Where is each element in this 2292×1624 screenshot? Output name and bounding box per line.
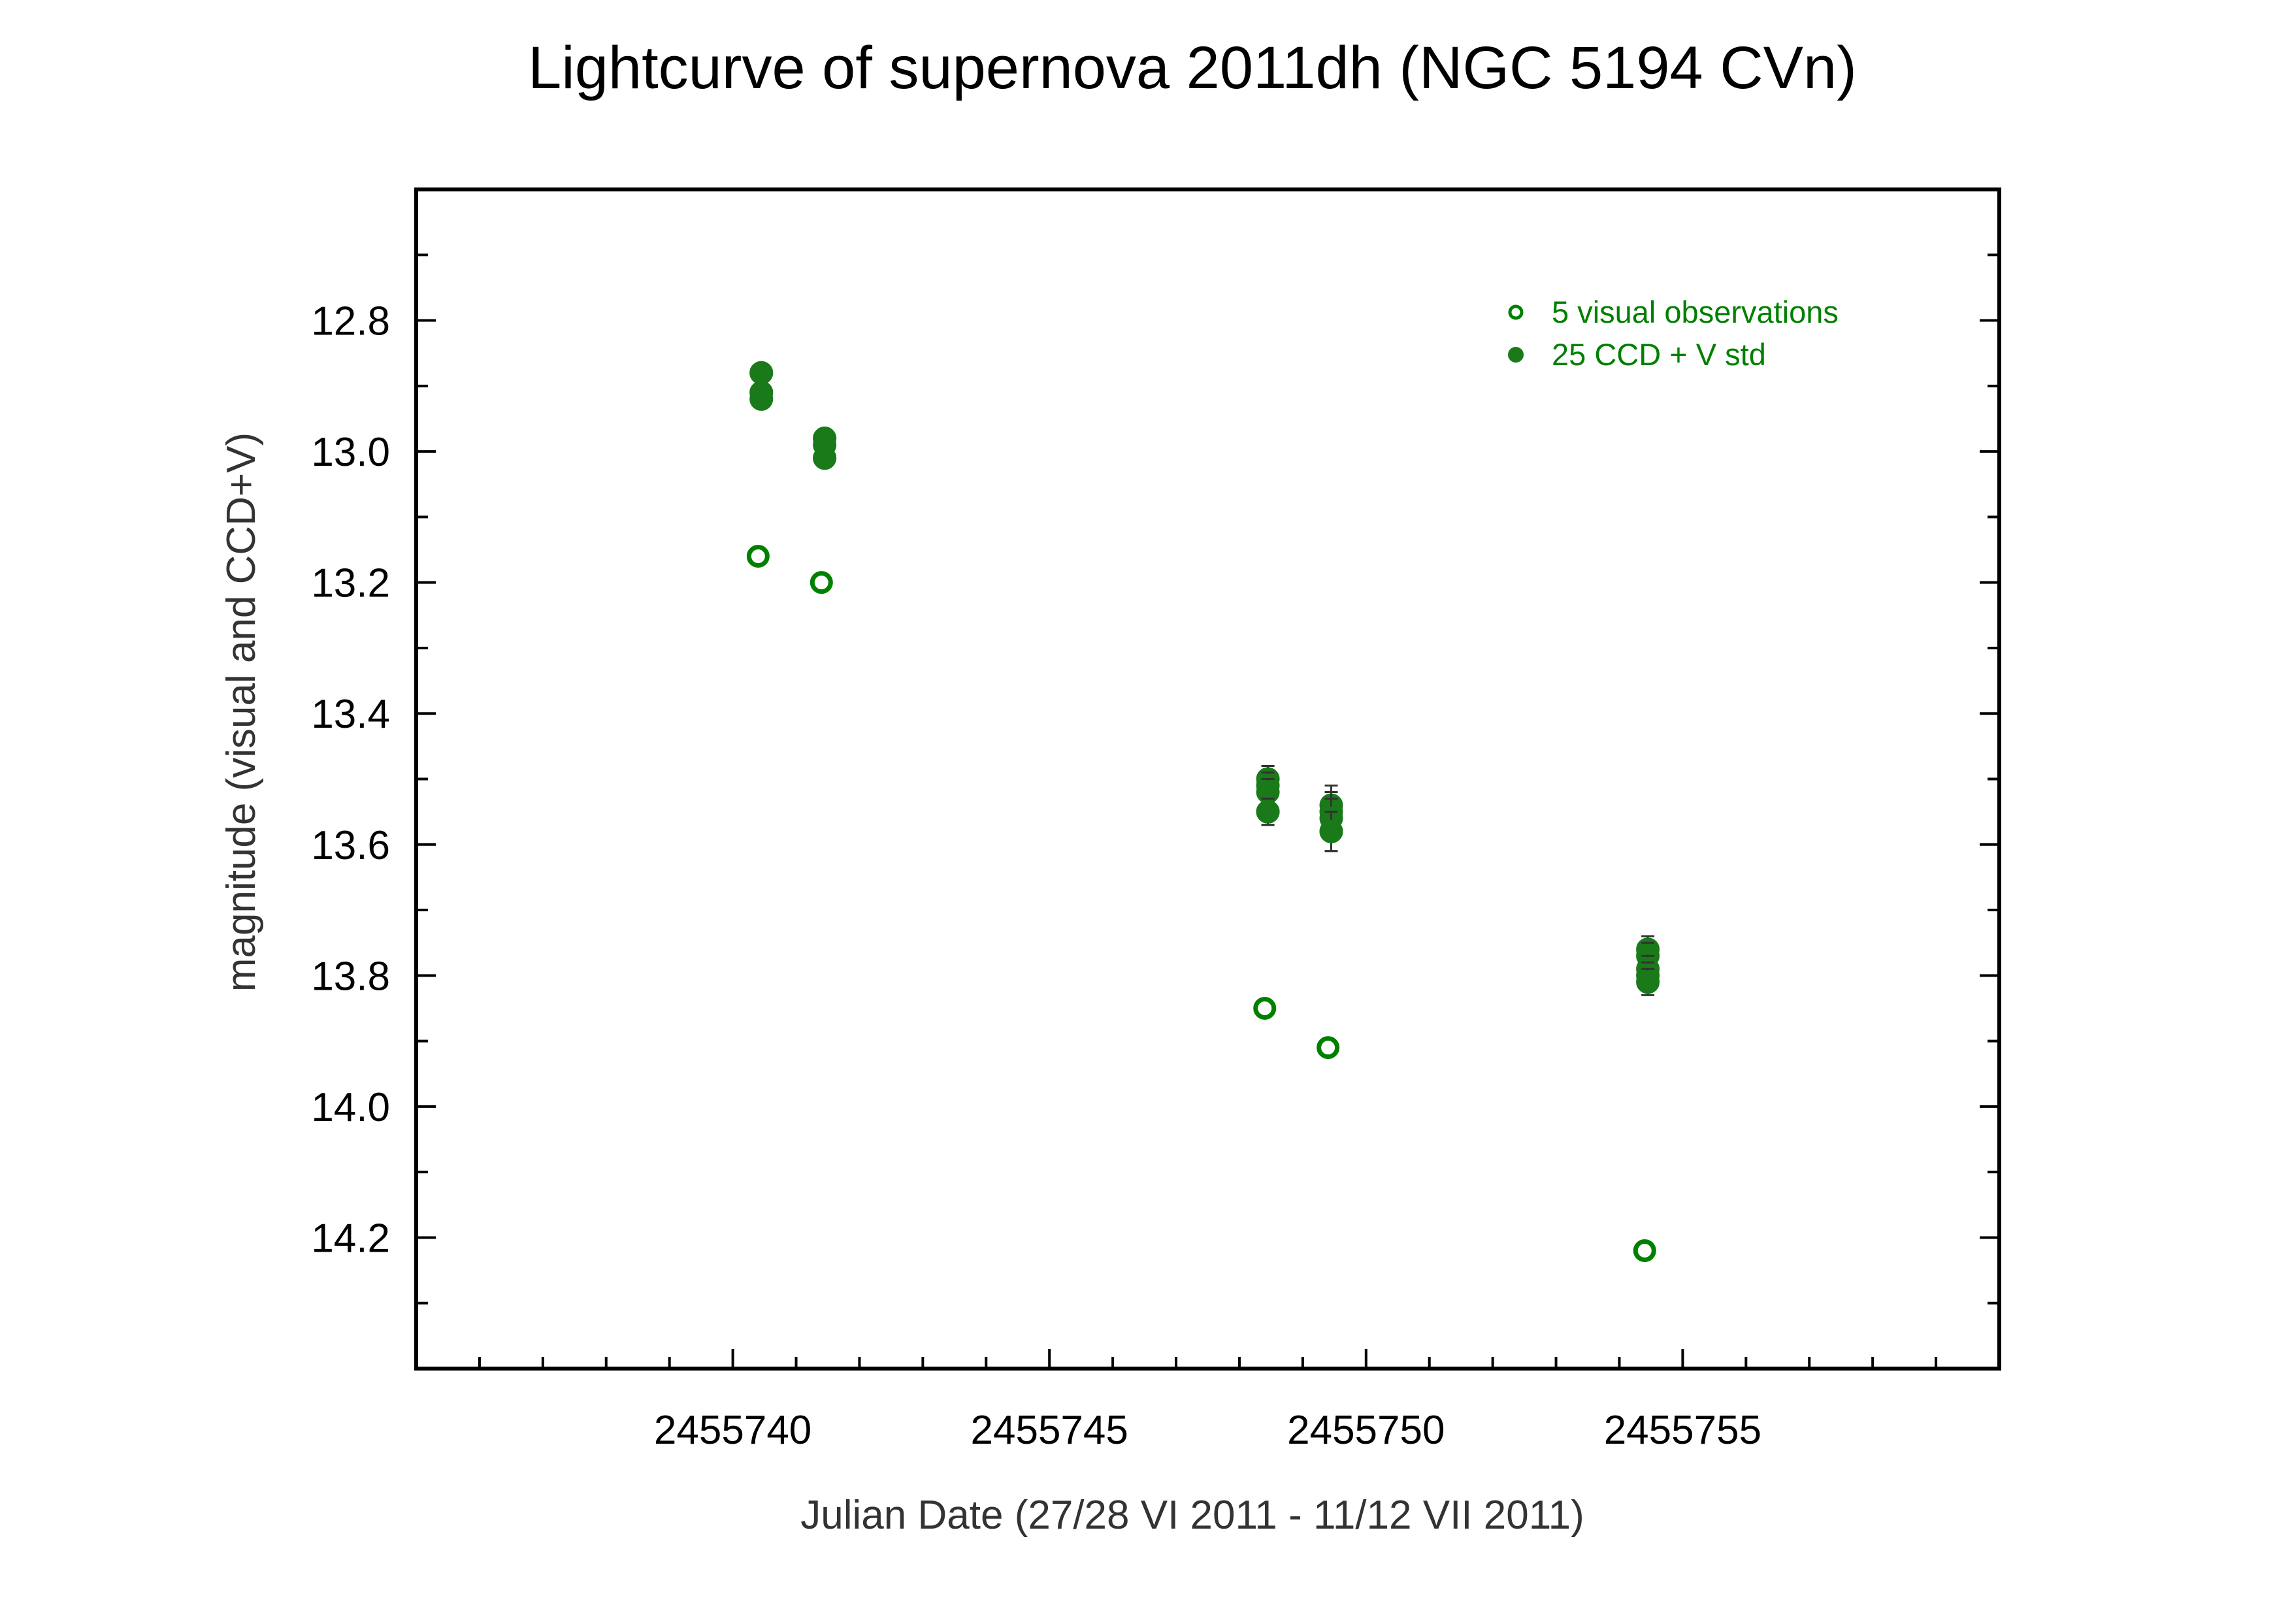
chart-title: Lightcurve of supernova 2011dh (NGC 5194… bbox=[528, 35, 1857, 101]
y-tick-label: 13.0 bbox=[311, 430, 390, 475]
x-tick-label: 2455740 bbox=[654, 1408, 811, 1453]
y-tick-label: 14.0 bbox=[311, 1085, 390, 1130]
x-tick-label: 2455750 bbox=[1287, 1408, 1445, 1453]
ccd-point bbox=[1636, 970, 1660, 994]
visual-point bbox=[1633, 1239, 1656, 1262]
ccd-point bbox=[749, 361, 774, 385]
legend-marker-visual bbox=[1508, 304, 1524, 320]
y-tick-label: 13.8 bbox=[311, 954, 390, 999]
legend-label-visual: 5 visual observations bbox=[1552, 295, 1839, 329]
x-tick-label: 2455755 bbox=[1604, 1408, 1761, 1453]
x-axis-label: Julian Date (27/28 VI 2011 - 11/12 VII 2… bbox=[800, 1493, 1584, 1538]
y-tick-label: 13.6 bbox=[311, 823, 390, 868]
y-tick-label: 12.8 bbox=[311, 299, 390, 344]
y-tick-label: 14.2 bbox=[311, 1216, 390, 1261]
y-axis-label: magnitude (visual and CCD+V) bbox=[219, 432, 264, 992]
ccd-point bbox=[813, 446, 837, 470]
legend-marker-ccd bbox=[1508, 347, 1524, 363]
ccd-point bbox=[749, 387, 774, 411]
ccd-point bbox=[1319, 819, 1343, 843]
x-tick-label: 2455745 bbox=[971, 1408, 1128, 1453]
y-tick-label: 13.4 bbox=[311, 692, 390, 737]
visual-point bbox=[810, 571, 833, 594]
y-tick-label: 13.2 bbox=[311, 561, 390, 606]
visual-point bbox=[1317, 1036, 1340, 1060]
visual-point bbox=[1253, 996, 1277, 1020]
visual-point bbox=[746, 545, 770, 568]
ccd-point bbox=[1256, 800, 1280, 824]
legend-label-ccd: 25 CCD + V std bbox=[1552, 337, 1766, 372]
plot-area: 2455740 2455745 2455750 2455755 12.8 13.0 13.2… bbox=[311, 187, 2001, 1453]
